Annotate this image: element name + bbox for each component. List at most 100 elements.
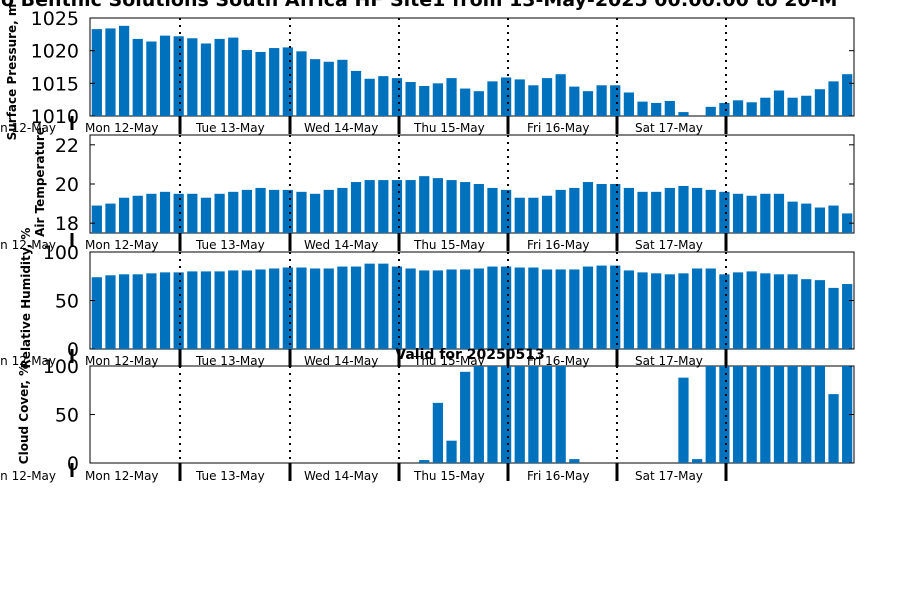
bar xyxy=(269,189,280,233)
bar xyxy=(664,100,675,116)
bar xyxy=(719,191,730,233)
bar xyxy=(187,271,198,349)
bar xyxy=(214,38,225,116)
bar xyxy=(446,269,457,349)
bar xyxy=(596,184,607,233)
bar xyxy=(828,394,839,463)
bar xyxy=(460,371,471,463)
x-tick-label: Thu 15-May xyxy=(413,238,485,252)
bar xyxy=(678,377,689,463)
bar xyxy=(309,268,321,349)
bar xyxy=(228,37,239,116)
bar xyxy=(118,25,130,117)
bar xyxy=(814,280,826,349)
bar xyxy=(746,271,757,349)
bar xyxy=(159,35,171,116)
bar xyxy=(432,83,444,116)
bar xyxy=(378,263,389,349)
x-tick-label: Mon 12-May xyxy=(85,238,159,252)
bar xyxy=(610,85,621,116)
x-tick-label: Wed 14-May xyxy=(304,238,378,252)
bar xyxy=(255,269,266,349)
bar xyxy=(364,180,375,233)
bar xyxy=(801,366,812,463)
bar xyxy=(337,187,348,233)
bar xyxy=(487,366,498,463)
bar xyxy=(828,287,839,349)
bar xyxy=(419,85,430,116)
y-axis-label: Cloud Cover, % xyxy=(17,364,31,464)
bar xyxy=(323,268,334,349)
bar xyxy=(241,189,253,233)
bar xyxy=(705,268,716,349)
bar xyxy=(255,187,266,233)
panel-1: 1010 1015 1020 1025 n 12-May Mon 12-May Tue 13… xyxy=(0,4,855,140)
bar xyxy=(651,273,662,349)
bar xyxy=(569,187,580,233)
x-tick-label: Fri 16-May xyxy=(527,354,590,368)
bar xyxy=(514,79,525,116)
bar xyxy=(828,81,839,116)
x-tick-label: n 12-May xyxy=(0,354,56,368)
bar xyxy=(487,187,498,233)
bar xyxy=(255,51,266,116)
bar xyxy=(773,90,785,116)
bar xyxy=(105,275,116,349)
bar xyxy=(337,266,348,349)
x-tick-label: n 12-May xyxy=(0,238,56,252)
x-tick-label: Thu 15-May xyxy=(413,121,485,135)
bar xyxy=(419,270,430,349)
bar xyxy=(691,187,703,233)
y-axis-label: Relative Humidity, % xyxy=(19,228,33,369)
y-tick-label: 18 xyxy=(55,213,79,235)
bar xyxy=(432,270,444,349)
bar xyxy=(773,366,785,463)
x-tick-label: Sat 17-May xyxy=(635,121,703,135)
bar xyxy=(760,273,771,349)
bar xyxy=(760,366,771,463)
bar xyxy=(814,366,826,463)
bar xyxy=(391,78,403,116)
bar xyxy=(732,100,744,116)
bar xyxy=(282,189,293,233)
bar xyxy=(118,197,130,233)
bar xyxy=(187,193,198,233)
y-tick-label: 100 xyxy=(43,242,79,264)
y-tick-label: 1025 xyxy=(31,8,79,30)
bar xyxy=(623,92,635,116)
bar xyxy=(528,267,539,349)
y-tick-label: 1020 xyxy=(31,41,79,63)
x-tick-label: Mon 12-May xyxy=(85,354,159,368)
bar xyxy=(623,187,635,233)
bar xyxy=(241,50,253,117)
chart-panels: 1010 1015 1020 1025 n 12-May Mon 12-May Tue 13… xyxy=(0,4,855,483)
x-tick-label: Tue 13-May xyxy=(195,238,265,252)
bar xyxy=(405,82,416,116)
bar xyxy=(296,267,307,349)
bar xyxy=(541,366,553,463)
x-tick-label: Sat 17-May xyxy=(635,238,703,252)
x-tick-label: Sat 17-May xyxy=(635,469,703,483)
bar xyxy=(773,193,785,233)
x-tick-label: Fri 16-May xyxy=(527,469,590,483)
bar xyxy=(487,266,498,349)
bar xyxy=(446,440,457,463)
bar xyxy=(282,47,293,116)
bar xyxy=(378,76,389,116)
bar xyxy=(842,366,853,463)
bar xyxy=(732,272,744,349)
bar xyxy=(105,203,116,233)
bar xyxy=(555,189,566,233)
bar xyxy=(296,191,307,233)
bar xyxy=(801,203,812,233)
bar xyxy=(678,185,689,233)
bar xyxy=(214,193,225,233)
bar xyxy=(596,85,607,116)
x-tick-label: n 12-May xyxy=(0,121,56,135)
bar xyxy=(637,191,648,233)
bar xyxy=(350,70,362,116)
bar xyxy=(651,102,662,116)
bar xyxy=(719,274,730,349)
bar xyxy=(187,38,198,116)
